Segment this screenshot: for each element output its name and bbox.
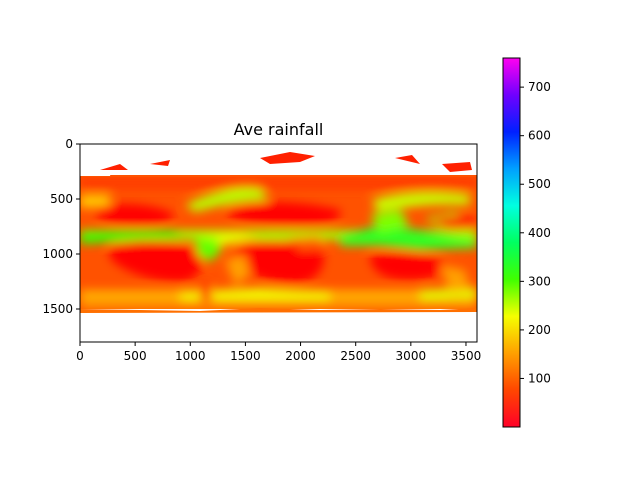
heatmap-area <box>80 144 477 342</box>
colorbar-axis: 100 200 300 400 500 600 700 <box>520 80 551 385</box>
y-tick-label: 1000 <box>42 247 73 261</box>
x-tick-label: 3500 <box>451 349 482 363</box>
colorbar-tick-label: 200 <box>528 323 551 337</box>
y-tick-label: 500 <box>50 192 73 206</box>
x-tick-label: 2500 <box>340 349 371 363</box>
colorbar-tick-label: 300 <box>528 274 551 288</box>
axes-frame <box>79 143 478 343</box>
x-tick-label: 1000 <box>175 349 206 363</box>
y-axis: 0 500 1000 1500 <box>42 137 80 316</box>
colorbar-tick-label: 500 <box>528 177 551 191</box>
y-tick-label: 1500 <box>42 302 73 316</box>
colorbar-tick-label: 400 <box>528 226 551 240</box>
chart-title: Ave rainfall <box>234 120 324 139</box>
colorbar-tick-label: 100 <box>528 371 551 385</box>
x-tick-label: 2000 <box>285 349 316 363</box>
x-tick-label: 0 <box>76 349 84 363</box>
missing-data-edge <box>80 144 477 176</box>
x-tick-label: 1500 <box>230 349 261 363</box>
colorbar-tick-label: 700 <box>528 80 551 94</box>
x-tick-label: 3000 <box>396 349 427 363</box>
colorbar-tick-label: 600 <box>528 129 551 143</box>
y-tick-label: 0 <box>65 137 73 151</box>
colorbar <box>502 57 521 428</box>
x-tick-label: 500 <box>124 349 147 363</box>
x-axis: 0 500 1000 1500 2000 2500 3000 3500 <box>76 342 481 363</box>
